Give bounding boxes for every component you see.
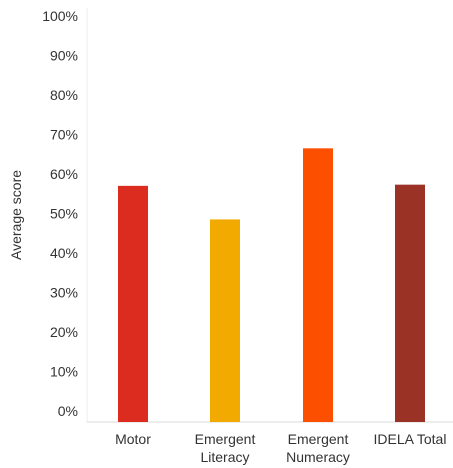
y-tick-label: 80% — [50, 87, 78, 103]
bar — [210, 219, 240, 422]
y-tick-label: 40% — [50, 245, 78, 261]
y-tick-label: 50% — [50, 206, 78, 222]
y-tick-label: 60% — [50, 166, 78, 182]
y-tick-labels: 0% 10% 20% 30% 40% 50% 60% 70% 80% 90% 100% — [42, 8, 78, 419]
x-tick-label: Emergent — [195, 431, 256, 447]
y-axis-label: Average score — [8, 170, 24, 260]
y-tick-label: 70% — [50, 127, 78, 143]
y-tick-label: 100% — [42, 8, 78, 24]
y-tick-label: 90% — [50, 48, 78, 64]
x-tick-label: Motor — [115, 431, 151, 447]
x-tick-labels: Motor Emergent Literacy Emergent Numeracy IDE… — [115, 431, 446, 465]
y-tick-label: 30% — [50, 285, 78, 301]
y-tick-label: 20% — [50, 324, 78, 340]
x-tick-label: IDELA Total — [374, 431, 447, 447]
x-tick-label: Numeracy — [286, 449, 350, 465]
bar — [303, 148, 333, 422]
y-tick-label: 0% — [58, 403, 78, 419]
x-tick-label: Emergent — [288, 431, 349, 447]
bars — [118, 148, 425, 422]
x-tick-label: Literacy — [200, 449, 249, 465]
bar — [118, 185, 148, 422]
y-tick-label: 10% — [50, 364, 78, 380]
bar — [395, 184, 425, 422]
